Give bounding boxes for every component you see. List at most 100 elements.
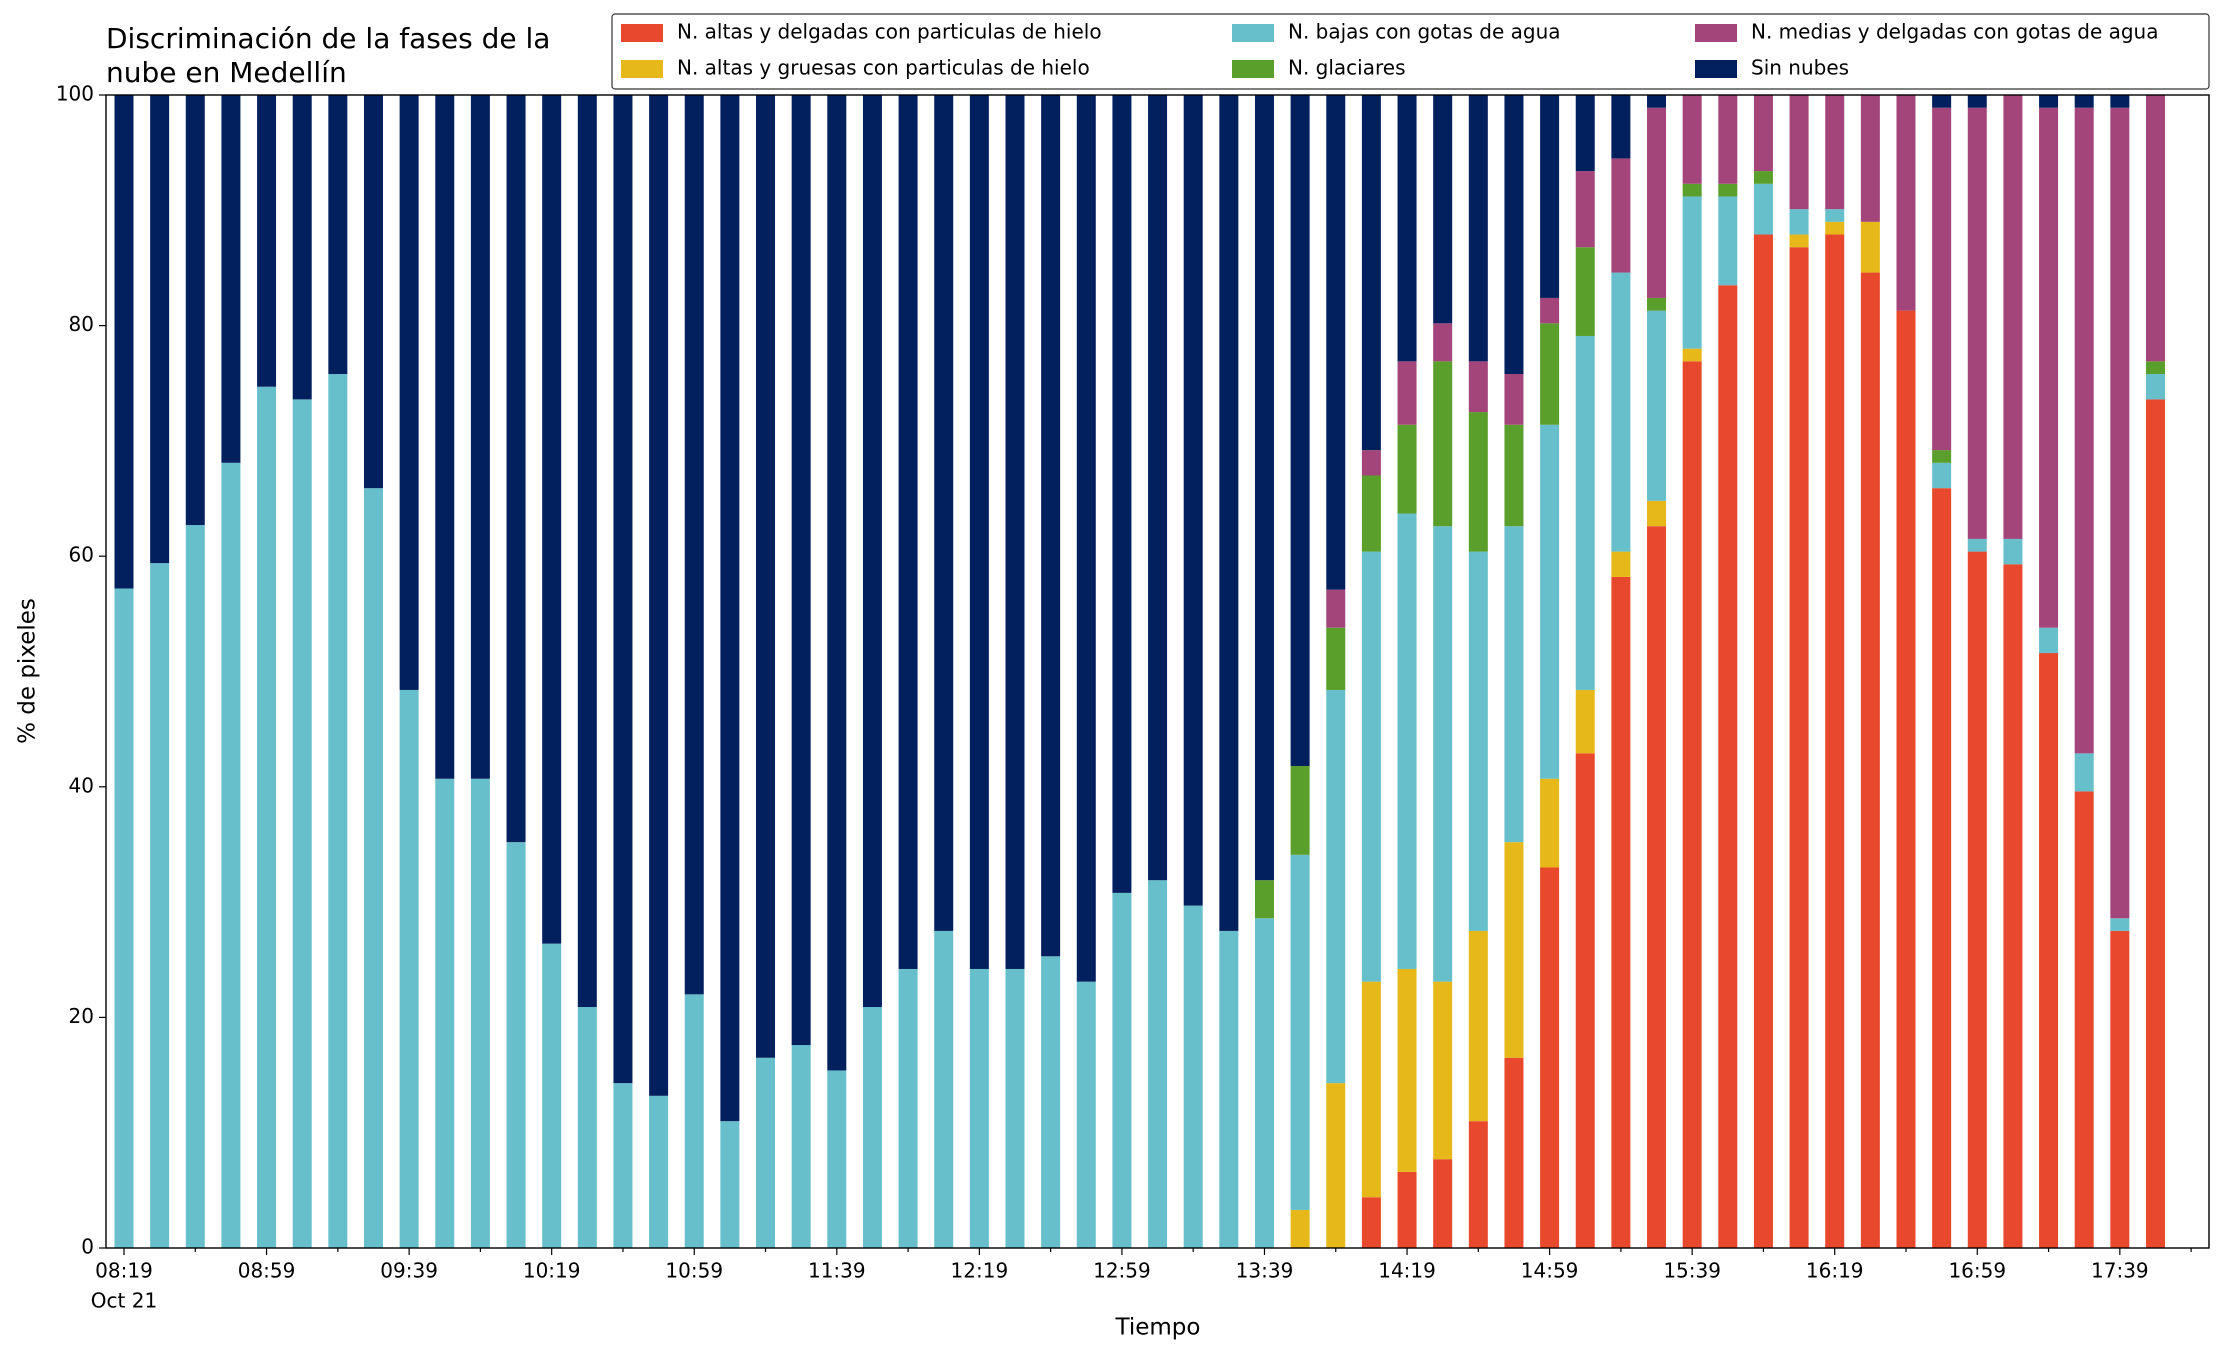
bar-segment xyxy=(292,95,312,400)
bar-segment xyxy=(542,943,562,1248)
bar-segment xyxy=(1361,981,1381,1198)
bar-segment xyxy=(613,1083,633,1248)
bar-segment xyxy=(1397,1171,1417,1248)
bar-segment xyxy=(969,95,989,969)
x-tick-label: 11:39 xyxy=(808,1259,866,1283)
bar-segment xyxy=(1825,234,1845,1248)
bar-segment xyxy=(1254,918,1274,1248)
bar-segment xyxy=(1647,95,1667,108)
bar-segment xyxy=(684,994,704,1248)
bar-segment xyxy=(399,689,419,1248)
x-tick-label: 13:39 xyxy=(1236,1259,1294,1283)
legend-label: N. glaciares xyxy=(1288,56,1406,80)
bar-segment xyxy=(2145,361,2165,375)
bar-segment xyxy=(1005,968,1025,1248)
bar-segment xyxy=(1753,171,1773,184)
bar-segment xyxy=(1611,551,1631,577)
bar-segment xyxy=(1468,95,1488,362)
bar-segment xyxy=(1005,95,1025,969)
bar-segment xyxy=(1575,171,1595,248)
bar-segment xyxy=(969,968,989,1248)
bar-segment xyxy=(1718,95,1738,184)
bar-segment xyxy=(898,95,918,969)
bar-segment xyxy=(756,95,776,1058)
bar-segment xyxy=(862,1007,882,1248)
bar-segment xyxy=(363,95,383,489)
bar-segment xyxy=(1504,842,1524,1058)
bar-segment xyxy=(1575,753,1595,1248)
x-tick-label: 12:59 xyxy=(1093,1259,1151,1283)
bar-segment xyxy=(1504,526,1524,843)
bar-segment xyxy=(1433,981,1453,1160)
bar-segment xyxy=(1361,450,1381,476)
bar-segment xyxy=(1789,234,1809,248)
bar-segment xyxy=(1290,766,1310,855)
bar-segment xyxy=(1575,95,1595,172)
bar-segment xyxy=(1896,310,1916,1249)
bar-segment xyxy=(1825,95,1845,210)
bar-segment xyxy=(577,95,597,1008)
bar-segment xyxy=(1468,412,1488,552)
bar-segment xyxy=(1932,462,1952,489)
legend-swatch xyxy=(1232,24,1274,42)
bar-segment xyxy=(2074,753,2094,792)
bar-segment xyxy=(1967,107,1987,539)
bar-segment xyxy=(1540,95,1560,298)
bar-segment xyxy=(1361,1197,1381,1248)
bar-segment xyxy=(2110,930,2130,1248)
bar-segment xyxy=(1076,981,1096,1248)
y-tick-label: 20 xyxy=(69,1004,94,1028)
x-tick-label: 16:59 xyxy=(1948,1259,2006,1283)
bar-segment xyxy=(1932,107,1952,451)
bar-segment xyxy=(1789,95,1809,210)
legend-swatch xyxy=(1232,60,1274,78)
bar-segment xyxy=(1575,335,1595,690)
y-tick-label: 100 xyxy=(56,82,94,106)
bar-segment xyxy=(649,1095,669,1248)
x-tick-label: 08:19 xyxy=(95,1259,153,1283)
bar-segment xyxy=(257,386,277,1249)
bar-segment xyxy=(2074,95,2094,108)
bar-segment xyxy=(1647,297,1667,311)
bar-segment xyxy=(221,95,241,463)
bar-segment xyxy=(1148,880,1168,1248)
bar-segment xyxy=(114,588,134,1248)
bar-segment xyxy=(1041,956,1061,1248)
y-tick-label: 0 xyxy=(81,1235,94,1259)
bar-segment xyxy=(1468,1121,1488,1248)
x-tick-label: 10:59 xyxy=(665,1259,723,1283)
bar-segment xyxy=(292,399,312,1249)
bar-segment xyxy=(862,95,882,1008)
bar-segment xyxy=(363,488,383,1249)
bar-segment xyxy=(1647,310,1667,501)
plot-frame xyxy=(105,94,2210,1249)
bar-segment xyxy=(898,968,918,1248)
bar-segment xyxy=(1611,576,1631,1248)
bar-segment xyxy=(1896,95,1916,311)
bar-segment xyxy=(2039,653,2059,1248)
bar-segment xyxy=(1290,95,1310,767)
bar-segment xyxy=(1611,272,1631,552)
bar-segment xyxy=(1468,551,1488,931)
bar-segment xyxy=(1540,323,1560,425)
bar-segment xyxy=(1397,424,1417,514)
bar-segment xyxy=(1183,95,1203,906)
bar-segment xyxy=(470,95,490,779)
bar-segment xyxy=(1753,95,1773,172)
bar-segment xyxy=(1825,221,1845,235)
bar-segment xyxy=(649,95,669,1096)
bar-segment xyxy=(1967,551,1987,1248)
legend-swatch xyxy=(1695,24,1737,42)
legend-label: N. medias y delgadas con gotas de agua xyxy=(1751,20,2159,44)
bar-segment xyxy=(827,95,847,1071)
legend-label: N. altas y delgadas con particulas de hi… xyxy=(677,20,1102,44)
bar-segment xyxy=(221,462,241,1248)
bar-segment xyxy=(1718,196,1738,286)
bar-segment xyxy=(1290,1209,1310,1248)
bar-segment xyxy=(1397,361,1417,425)
bar-segment xyxy=(2110,95,2130,108)
bar-segment xyxy=(1433,1159,1453,1248)
legend-label: Sin nubes xyxy=(1751,56,1849,80)
legend-swatch xyxy=(1695,60,1737,78)
bar-segment xyxy=(2110,918,2130,931)
